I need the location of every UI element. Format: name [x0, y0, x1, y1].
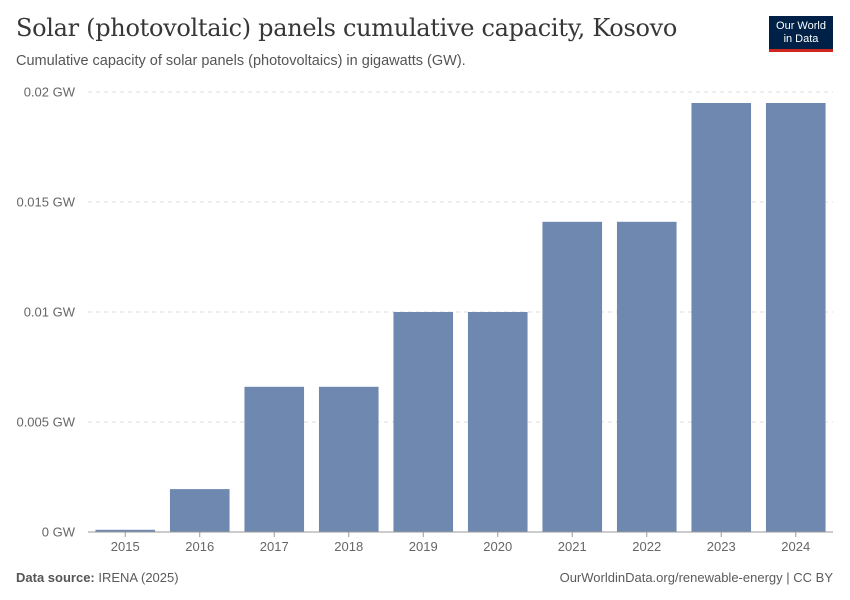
x-tick-label: 2021: [558, 539, 587, 554]
bar-2015[interactable]: [95, 529, 156, 532]
x-tick-label: 2018: [334, 539, 363, 554]
bars-layer: [95, 103, 826, 533]
license-link[interactable]: CC BY: [793, 570, 833, 585]
x-tick-label: 2020: [483, 539, 512, 554]
bar-2016[interactable]: [169, 489, 230, 532]
logo-line-2: in Data: [783, 33, 819, 45]
source-link[interactable]: OurWorldinData.org/renewable-energy: [559, 570, 783, 585]
x-tick-label: 2024: [781, 539, 810, 554]
owid-logo[interactable]: Our World in Data: [769, 16, 833, 52]
bar-2019[interactable]: [393, 312, 454, 532]
bar-2024[interactable]: [765, 103, 826, 532]
x-tick-label: 2019: [409, 539, 438, 554]
bar-2023[interactable]: [691, 103, 752, 532]
logo-line-1: Our World: [776, 20, 826, 32]
x-tick-label: 2022: [632, 539, 661, 554]
data-source-label: Data source:: [16, 570, 95, 585]
data-source: Data source: IRENA (2025): [16, 570, 179, 585]
y-tick-label: 0 GW: [42, 525, 76, 540]
x-tick-label: 2023: [707, 539, 736, 554]
footer-links: OurWorldinData.org/renewable-energy | CC…: [560, 570, 833, 585]
bar-2017[interactable]: [244, 386, 305, 532]
y-tick-label: 0.01 GW: [24, 305, 76, 320]
footer-separator: |: [786, 570, 794, 585]
y-tick-label: 0.005 GW: [16, 415, 75, 430]
chart-title: Solar (photovoltaic) panels cumulative c…: [16, 14, 678, 42]
bar-2018[interactable]: [318, 386, 379, 532]
y-tick-label: 0.015 GW: [16, 195, 75, 210]
chart-subtitle: Cumulative capacity of solar panels (pho…: [16, 53, 466, 69]
axis-layer: 0 GW 0.005 GW 0.01 GW 0.015 GW 0.02 GW 2015 20…: [16, 85, 833, 554]
x-tick-label: 2017: [260, 539, 289, 554]
x-tick-label: 2015: [111, 539, 140, 554]
bar-2022[interactable]: [616, 221, 677, 533]
x-tick-label: 2016: [185, 539, 214, 554]
data-source-value: IRENA (2025): [98, 570, 179, 585]
bar-2021[interactable]: [542, 221, 603, 533]
y-tick-label: 0.02 GW: [24, 85, 76, 100]
bar-2020[interactable]: [467, 312, 528, 532]
